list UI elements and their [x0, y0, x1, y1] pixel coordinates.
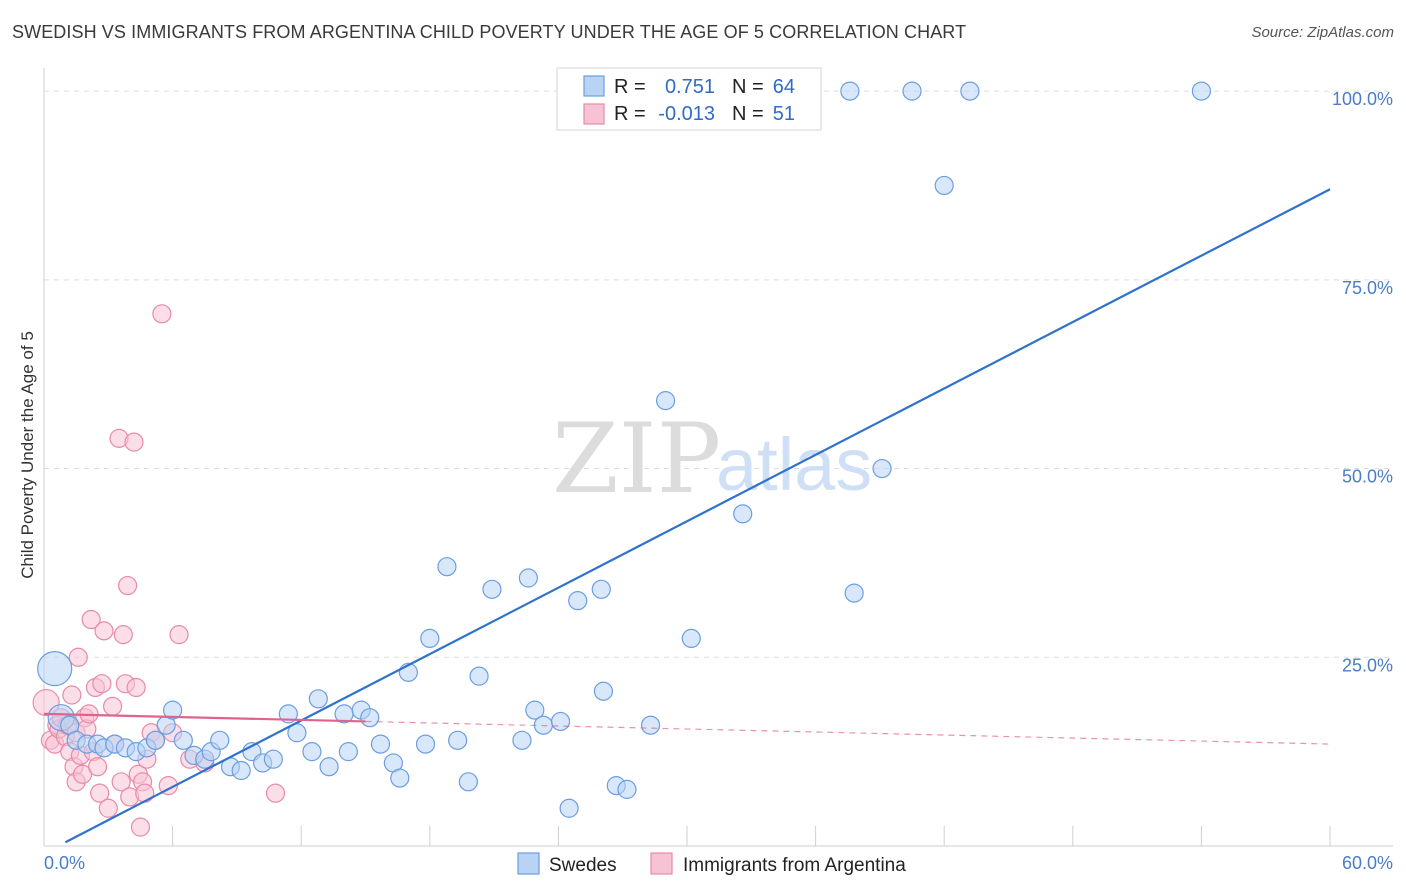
- swedes-point: [415, 734, 436, 754]
- trend-line-argentina: [43, 712, 366, 723]
- argentina-point: [102, 696, 123, 716]
- chart-title: SWEDISH VS IMMIGRANTS FROM ARGENTINA CHI…: [12, 22, 967, 42]
- swedes-point: [263, 749, 283, 769]
- legend-swatch-argentina: [583, 103, 605, 125]
- argentina-point: [113, 625, 133, 645]
- swedes-point: [559, 798, 579, 818]
- y-tick-labels: 25.0% 50.0% 75.0% 100.0%: [1332, 89, 1393, 675]
- axes: [43, 68, 1393, 847]
- swedes-point: [844, 583, 864, 603]
- bottom-legend: Swedes Immigrants from Argentina: [517, 852, 906, 876]
- argentina-point: [94, 621, 114, 641]
- bottom-legend-swatch-argentina: [650, 852, 673, 875]
- legend-n-label-swedes: N =: [732, 76, 764, 98]
- legend-box: R = 0.751 N = 64 R = -0.013 N = 51: [556, 67, 822, 131]
- swedes-point: [278, 704, 298, 724]
- legend-n-label-argentina: N =: [732, 103, 764, 125]
- x-tick-label-max: 60.0%: [1342, 853, 1393, 873]
- argentina-point: [111, 772, 131, 792]
- swedes-point: [872, 458, 892, 479]
- trend-line-argentina-extension: [365, 720, 1331, 745]
- swedes-point: [420, 628, 440, 649]
- swedes-point: [960, 81, 980, 101]
- argentina-point: [135, 783, 155, 803]
- argentina-point: [152, 304, 172, 324]
- swedes-point: [458, 772, 478, 792]
- swedes-point: [37, 650, 73, 687]
- argentina-point: [169, 625, 189, 645]
- swedes-point: [1191, 81, 1212, 101]
- swedes-point: [437, 557, 457, 577]
- swedes-point: [390, 768, 410, 788]
- legend-r-value-swedes: 0.751: [665, 76, 715, 98]
- argentina-point: [62, 685, 82, 705]
- swedes-point: [210, 730, 230, 750]
- swedes-point: [525, 700, 545, 720]
- bottom-legend-label-swedes: Swedes: [549, 855, 617, 876]
- swedes-point: [319, 757, 339, 777]
- legend-r-value-argentina: -0.013: [658, 103, 715, 125]
- legend-n-value-argentina: 51: [773, 103, 795, 125]
- swedes-point: [593, 681, 614, 701]
- watermark: ZIP atlas: [552, 403, 872, 515]
- swedes-point: [568, 591, 588, 611]
- argentina-point: [130, 817, 151, 837]
- chart-source: Source: ZipAtlas.com: [1251, 24, 1394, 41]
- swedes-point: [512, 730, 532, 750]
- y-tick-label: 25.0%: [1342, 655, 1393, 675]
- swedes-point: [655, 391, 676, 411]
- swedes-point: [231, 760, 251, 781]
- watermark-zip: ZIP: [552, 403, 721, 515]
- argentina-point: [81, 609, 101, 630]
- legend-swatch-swedes: [583, 75, 605, 97]
- swedes-point: [518, 568, 538, 588]
- swedes-point: [308, 689, 328, 709]
- swedes-point: [338, 742, 358, 762]
- argentina-point: [124, 432, 144, 452]
- argentina-point: [126, 677, 146, 698]
- argentina-point: [68, 647, 88, 667]
- swedes-point: [550, 711, 571, 732]
- swedes-point: [591, 579, 611, 599]
- swedes-point: [145, 730, 166, 750]
- x-tick-label-min: 0.0%: [44, 853, 85, 873]
- swedes-point: [934, 175, 954, 196]
- swedes-point: [469, 666, 489, 686]
- y-tick-label: 50.0%: [1342, 467, 1393, 487]
- swedes-point: [681, 628, 701, 649]
- y-tick-label: 75.0%: [1342, 278, 1393, 298]
- bottom-legend-swatch-swedes: [517, 852, 540, 875]
- y-axis-label: Child Poverty Under the Age of 5: [18, 331, 37, 579]
- swedes-point: [360, 708, 380, 728]
- trend-line-swedes: [64, 188, 1331, 844]
- swedes-point: [448, 730, 468, 750]
- y-tick-label: 100.0%: [1332, 89, 1393, 109]
- argentina-point: [117, 575, 138, 596]
- legend-n-value-swedes: 64: [773, 76, 795, 98]
- argentina-point: [87, 757, 108, 777]
- trend-lines: [43, 188, 1331, 844]
- series-swedes-points: [37, 81, 1212, 818]
- argentina-point: [98, 798, 118, 818]
- swedes-point: [840, 81, 860, 101]
- swedes-point: [617, 779, 637, 799]
- swedes-point: [902, 81, 922, 101]
- swedes-point: [482, 579, 502, 599]
- argentina-point: [265, 783, 286, 803]
- argentina-point: [92, 674, 112, 694]
- swedes-point: [302, 742, 322, 762]
- argentina-point: [72, 764, 93, 784]
- argentina-point: [90, 783, 110, 803]
- swedes-point: [163, 700, 183, 720]
- swedes-point: [640, 715, 661, 735]
- swedes-point: [733, 504, 753, 524]
- legend-r-label-argentina: R =: [614, 103, 646, 125]
- grid-lines: [44, 90, 1393, 658]
- swedes-point: [173, 730, 193, 750]
- swedes-point: [370, 734, 391, 754]
- legend-r-label-swedes: R =: [614, 76, 646, 98]
- bottom-legend-label-argentina: Immigrants from Argentina: [683, 855, 906, 876]
